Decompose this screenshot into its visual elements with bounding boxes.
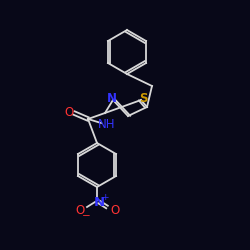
Text: −: −: [82, 211, 90, 221]
Text: O: O: [76, 204, 84, 216]
Text: S: S: [139, 92, 147, 104]
Text: O: O: [64, 106, 74, 118]
Text: N: N: [94, 196, 104, 208]
Text: +: +: [101, 192, 109, 202]
Text: O: O: [110, 204, 120, 216]
Text: N: N: [107, 92, 117, 104]
Text: NH: NH: [98, 118, 116, 130]
